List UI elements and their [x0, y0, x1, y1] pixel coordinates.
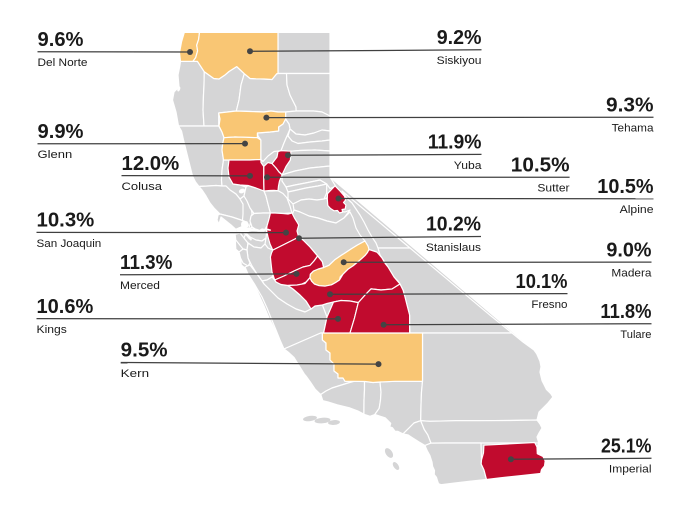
svg-text:Siskiyou: Siskiyou — [437, 55, 482, 67]
svg-text:Imperial: Imperial — [609, 464, 652, 476]
svg-text:Madera: Madera — [611, 268, 652, 280]
svg-text:10.5%: 10.5% — [511, 154, 570, 176]
svg-text:Fresno: Fresno — [531, 299, 567, 311]
svg-text:Sutter: Sutter — [537, 183, 570, 195]
svg-text:Kern: Kern — [121, 368, 149, 380]
svg-text:Stanislaus: Stanislaus — [426, 242, 482, 254]
svg-text:Tehama: Tehama — [612, 123, 655, 135]
svg-text:Yuba: Yuba — [454, 160, 483, 172]
svg-text:25.1%: 25.1% — [601, 436, 652, 458]
svg-text:11.9%: 11.9% — [428, 132, 482, 154]
svg-text:10.2%: 10.2% — [426, 214, 481, 236]
svg-text:9.5%: 9.5% — [121, 340, 168, 362]
svg-text:10.3%: 10.3% — [37, 210, 95, 232]
svg-text:Alpine: Alpine — [620, 204, 654, 216]
svg-text:9.0%: 9.0% — [606, 239, 651, 261]
svg-text:Tulare: Tulare — [620, 329, 651, 341]
svg-text:Del Norte: Del Norte — [38, 57, 88, 69]
svg-text:9.2%: 9.2% — [437, 27, 482, 49]
svg-text:9.6%: 9.6% — [38, 29, 84, 51]
svg-text:9.3%: 9.3% — [606, 94, 654, 116]
svg-text:Colusa: Colusa — [122, 181, 164, 193]
svg-text:11.3%: 11.3% — [120, 252, 173, 274]
svg-text:11.8%: 11.8% — [600, 301, 651, 323]
svg-text:Glenn: Glenn — [38, 149, 73, 161]
svg-text:12.0%: 12.0% — [122, 153, 180, 175]
svg-text:San Joaquin: San Joaquin — [37, 238, 102, 250]
svg-text:10.5%: 10.5% — [597, 176, 653, 198]
svg-text:10.1%: 10.1% — [516, 271, 568, 293]
svg-text:9.9%: 9.9% — [38, 121, 84, 143]
svg-text:Kings: Kings — [37, 324, 68, 336]
svg-text:10.6%: 10.6% — [37, 296, 94, 318]
svg-text:Merced: Merced — [120, 280, 160, 292]
